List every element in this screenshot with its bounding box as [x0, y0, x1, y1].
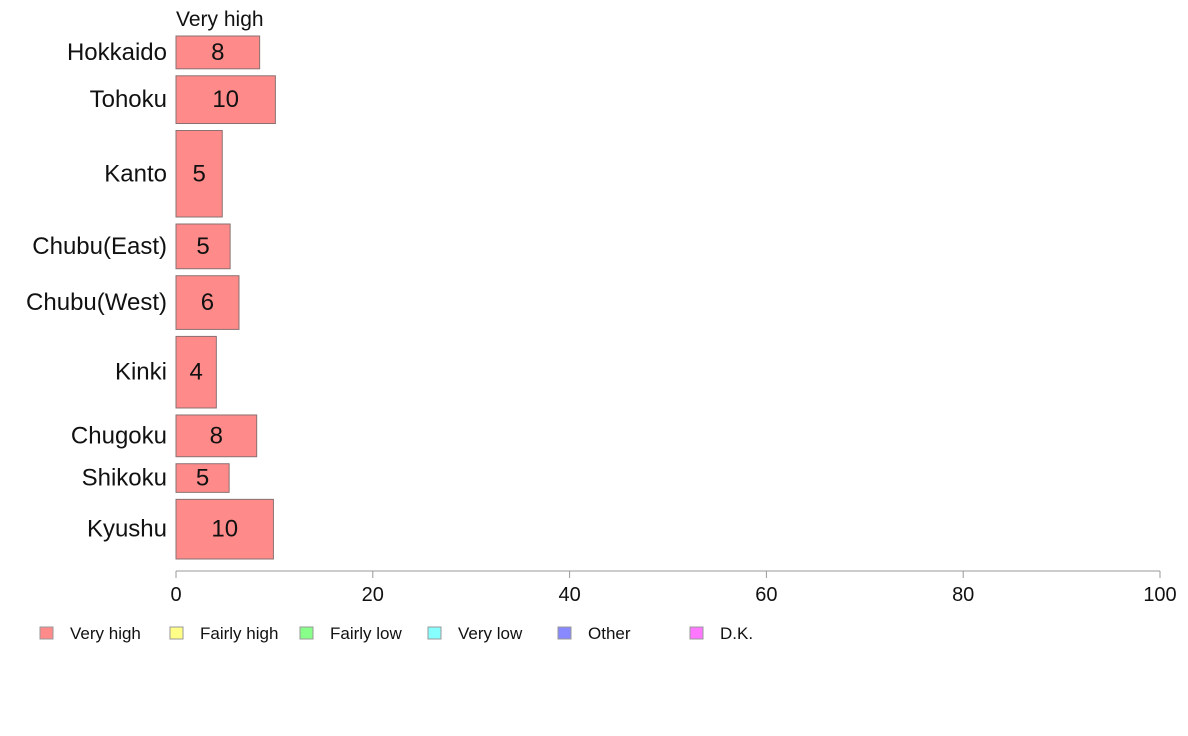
- category-label: Kanto: [104, 160, 167, 187]
- legend-swatch: [299, 626, 314, 640]
- x-tick-label: 40: [558, 584, 580, 606]
- category-label: Shikoku: [82, 465, 167, 492]
- bar: [175, 414, 258, 458]
- legend-swatch: [427, 626, 442, 640]
- bar-value-label: 4: [189, 359, 202, 386]
- category-label: Chubu(East): [32, 233, 167, 260]
- bar-value-label: 8: [210, 422, 223, 449]
- bar-value-label: 5: [192, 160, 205, 187]
- x-tick-label: 60: [755, 584, 777, 606]
- bar-value-label: 5: [196, 465, 209, 492]
- category-label: Chubu(West): [26, 289, 167, 316]
- category-label: Tohoku: [90, 86, 167, 113]
- bar: [175, 463, 230, 493]
- legend-label: Fairly high: [200, 624, 278, 643]
- bar-value-label: 6: [201, 289, 214, 316]
- category-label: Hokkaido: [67, 39, 167, 66]
- legend-swatch: [689, 626, 704, 640]
- legend-swatch: [39, 626, 54, 640]
- bar: [175, 130, 223, 218]
- legend-label: Very low: [458, 624, 523, 643]
- legend-label: Fairly low: [330, 624, 403, 643]
- bar: [175, 498, 274, 560]
- bar: [175, 35, 261, 70]
- x-tick-label: 0: [170, 584, 181, 606]
- series-title: Very high: [176, 8, 264, 31]
- bar-value-label: 10: [212, 86, 239, 113]
- x-tick-label: 100: [1143, 584, 1176, 606]
- bar-value-label: 8: [211, 39, 224, 66]
- bar: [175, 335, 217, 409]
- bar-value-label: 10: [211, 516, 238, 543]
- legend: Very high Fairly high Fairly low Very low Ot…: [39, 624, 753, 643]
- legend-label: Very high: [70, 624, 141, 643]
- category-label: Kinki: [115, 359, 167, 386]
- x-tick-label: 20: [362, 584, 384, 606]
- legend-swatch: [557, 626, 572, 640]
- bar-value-label: 5: [196, 233, 209, 260]
- x-tick-label: 80: [952, 584, 974, 606]
- bar: [175, 223, 231, 270]
- bars-layer: Hokkaido 8 Tohoku 10 Kanto 5 Chubu(East) 5 Chubu…: [26, 35, 276, 560]
- legend-label: D.K.: [720, 624, 753, 643]
- legend-swatch: [169, 626, 184, 640]
- bar: [175, 275, 240, 330]
- category-label: Kyushu: [87, 516, 167, 543]
- bar: [175, 75, 276, 125]
- x-axis: 0 20 40 60 80 100: [170, 570, 1177, 606]
- category-label: Chugoku: [71, 422, 167, 449]
- legend-label: Other: [588, 624, 631, 643]
